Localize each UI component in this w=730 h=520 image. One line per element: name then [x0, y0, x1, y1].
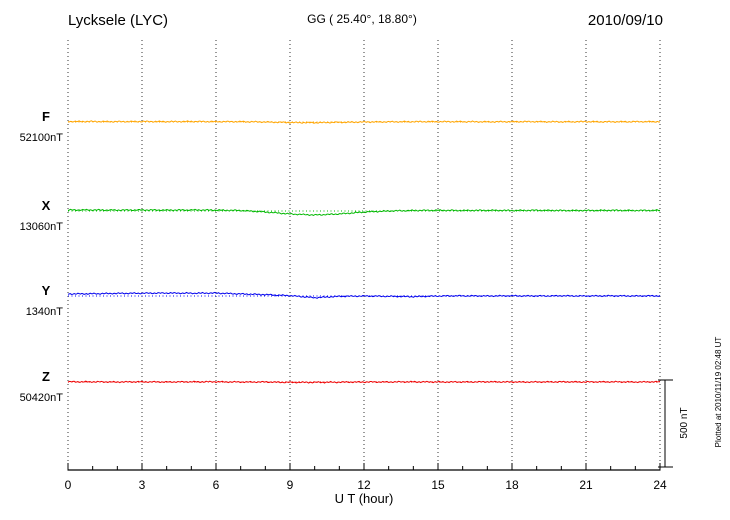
scale-bar-label: 500 nT — [679, 407, 690, 438]
x-tick-label-21: 21 — [579, 478, 593, 492]
x-tick-label-12: 12 — [357, 478, 371, 492]
trace-X — [67, 208, 661, 217]
component-letter-Y: Y — [42, 283, 51, 298]
component-ref-Y: 1340nT — [26, 306, 64, 318]
component-letter-F: F — [42, 109, 50, 124]
component-ref-X: 13060nT — [20, 221, 64, 233]
station-title: Lycksele (LYC) — [68, 12, 168, 29]
x-axis-title: U T (hour) — [335, 491, 394, 506]
component-letter-X: X — [42, 198, 51, 213]
trace-group-X — [67, 208, 661, 217]
x-tick-label-18: 18 — [505, 478, 519, 492]
component-ref-F: 52100nT — [20, 132, 64, 144]
trace-Z — [67, 380, 661, 384]
x-tick-label-3: 3 — [139, 478, 146, 492]
component-ref-Z: 50420nT — [20, 392, 64, 404]
x-tick-label-24: 24 — [653, 478, 667, 492]
date-label: 2010/09/10 — [588, 12, 663, 29]
gridlines — [67, 40, 661, 470]
x-tick-label-9: 9 — [287, 478, 294, 492]
component-labels: F 52100nT X 13060nT Y 1340nT Z 50420nT — [20, 109, 64, 404]
x-tick-label-15: 15 — [431, 478, 445, 492]
x-tick-label-0: 0 — [65, 478, 72, 492]
traces — [67, 120, 661, 384]
trace-group-F — [67, 120, 661, 124]
trace-F — [67, 120, 661, 124]
trace-group-Y — [67, 291, 661, 299]
trace-group-Z — [67, 380, 661, 384]
plotted-at-note: Plotted at 2010/11/19 02:48 UT — [714, 337, 723, 448]
scale-bar: 500 nT — [658, 379, 690, 468]
x-tick-label-6: 6 — [213, 478, 220, 492]
coords-label: GG ( 25.40°, 18.80°) — [307, 12, 417, 26]
trace-Y — [67, 291, 661, 299]
x-axis: 0 3 6 9 12 15 18 21 24 — [65, 463, 667, 492]
component-letter-Z: Z — [42, 369, 50, 384]
